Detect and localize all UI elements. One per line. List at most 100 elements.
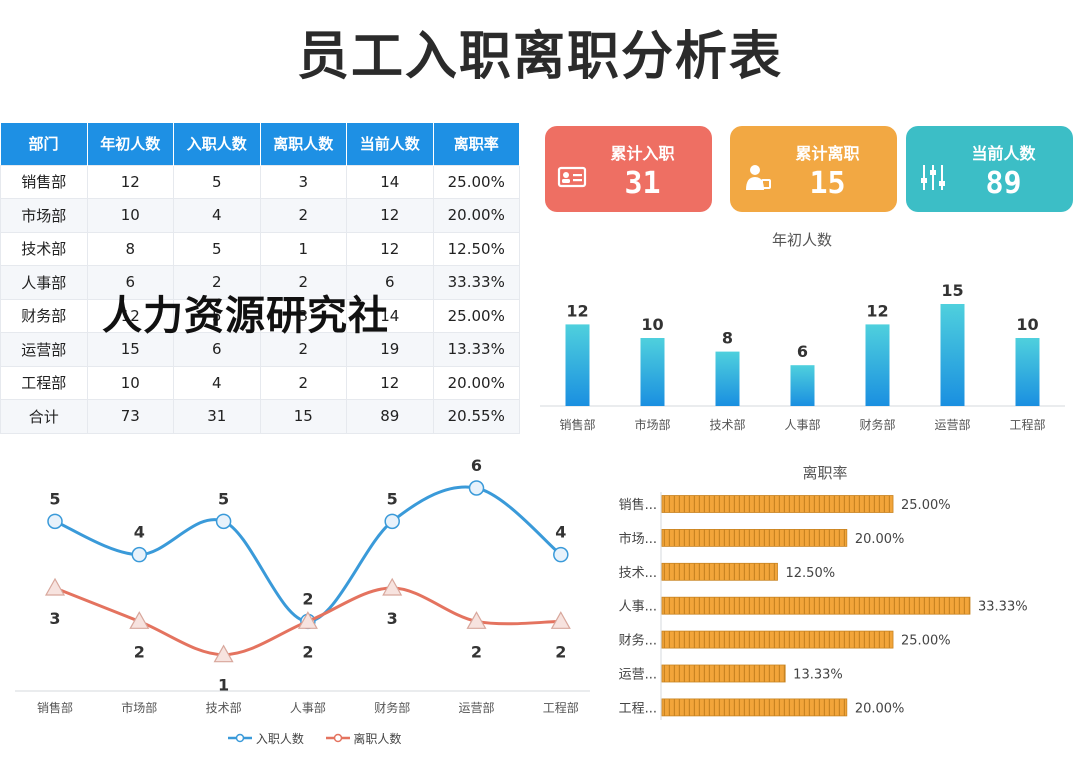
table-cell: 6: [173, 332, 261, 367]
legend-swatch-leavers: [325, 732, 350, 746]
table-cell: 73: [86, 399, 174, 434]
bar: [865, 324, 890, 406]
y-tick-label: 财务...: [619, 633, 657, 649]
kpi-card-hires: 累计入职 31: [545, 126, 712, 212]
table-header-cell: 入职人数: [173, 123, 261, 165]
x-tick-label: 销售部: [37, 700, 73, 715]
table-row: 技术部 8 5 1 12 12.50%: [0, 231, 520, 266]
bar: [1015, 338, 1040, 406]
table-cell: 2: [259, 332, 347, 367]
table-cell: 15: [86, 332, 174, 367]
table-cell: 89: [346, 399, 434, 434]
data-label: 4: [555, 523, 566, 542]
y-tick-label: 人事...: [619, 600, 657, 615]
table-header-cell: 离职率: [433, 123, 520, 165]
data-point: [550, 611, 571, 629]
id-card-icon: [557, 166, 587, 188]
data-point: [213, 644, 234, 663]
table-cell: 3: [259, 164, 347, 199]
table-cell: 12.50%: [432, 231, 520, 266]
line-chart-legend: 入职人数 离职人数: [228, 730, 401, 747]
x-tick-label: 技术部: [709, 417, 745, 432]
legend-label: 离职人数: [353, 732, 402, 746]
x-tick-label: 市场部: [634, 417, 670, 432]
legend-label: 入职人数: [255, 732, 304, 746]
table-cell: 20.55%: [432, 399, 520, 434]
bar-chart-initial-headcount: 年初人数 12 销售部 10 市场部 8 技术部 6 人事部 12 财务部 15 运营部 10 工程部: [540, 231, 1065, 432]
table-cell: 2: [259, 365, 347, 400]
data-label: 10: [641, 315, 663, 334]
table-row: 人事部 6 2 2 6 33.33%: [0, 265, 520, 300]
data-label: 3: [387, 609, 398, 628]
data-point: [382, 577, 403, 596]
table-cell: 19: [346, 332, 434, 367]
data-point: [553, 546, 569, 563]
bar: [640, 338, 665, 406]
data-label: 5: [387, 489, 398, 508]
data-label: 5: [218, 489, 229, 508]
data-label: 12: [866, 301, 888, 320]
table-cell: 12: [86, 164, 174, 199]
table-header-cell: 当前人数: [346, 123, 434, 165]
table-cell: 6: [346, 265, 434, 300]
table-cell: 20.00%: [432, 365, 520, 400]
y-tick-label: 工程...: [619, 701, 657, 716]
table-row: 运营部 15 6 2 19 13.33%: [0, 332, 520, 367]
bar: [661, 562, 778, 581]
table-header-row: 部门 年初人数 入职人数 离职人数 当前人数 离职率: [0, 123, 520, 165]
data-label: 25.00%: [901, 634, 951, 649]
x-tick-label: 销售部: [559, 417, 595, 432]
chart-title: 年初人数: [772, 231, 832, 249]
table-cell: 3: [259, 298, 347, 333]
sliders-icon: [921, 165, 945, 190]
table-header-cell: 离职人数: [260, 123, 347, 165]
bar: [565, 324, 590, 406]
table-cell: 31: [173, 399, 261, 434]
table-cell: 2: [173, 265, 261, 300]
watermark-text: 人力资源研究社: [102, 292, 389, 339]
table-cell: 4: [173, 198, 261, 233]
hbar-chart-turnover-rate: 离职率 销售... 25.00% 市场... 20.00% 技术... 12.50% 人事.…: [619, 464, 1028, 720]
dept-cell: 市场部: [0, 198, 88, 233]
data-label: 1: [218, 676, 229, 695]
x-tick-label: 运营部: [458, 700, 494, 715]
data-point: [466, 611, 487, 629]
bar: [661, 495, 894, 513]
table-cell: 13.33%: [432, 332, 520, 367]
table-cell: 14: [346, 164, 434, 199]
data-label: 15: [941, 281, 963, 300]
table-cell: 1: [259, 231, 347, 266]
table-cell: 2: [259, 198, 347, 233]
table-row: 销售部 12 5 3 14 25.00%: [0, 164, 520, 199]
page-title: 员工入职离职分析表: [296, 27, 783, 87]
kpi-label: 累计入职: [610, 144, 675, 163]
line-chart-hires-vs-leavers: 销售部 市场部 技术部 人事部 财务部 运营部 工程部 5 4 5 2 5 6 4 3 2 1 2 3 2 2: [15, 456, 590, 715]
x-tick-label: 运营部: [934, 417, 970, 432]
data-label: 12: [566, 301, 588, 320]
dept-cell: 工程部: [0, 365, 88, 400]
table-cell: 4: [173, 365, 261, 400]
table-cell: 25.00%: [432, 298, 520, 333]
bar: [940, 304, 965, 406]
y-tick-label: 技术...: [619, 566, 657, 581]
data-point: [468, 480, 485, 496]
table-cell: 33.33%: [432, 265, 520, 300]
table-cell: 12: [346, 198, 434, 233]
data-label: 2: [471, 642, 482, 661]
data-label: 12.50%: [786, 566, 836, 581]
data-label: 4: [134, 523, 145, 542]
table-cell: 12: [346, 365, 434, 400]
data-label: 13.33%: [793, 668, 843, 683]
chart-title: 离职率: [802, 464, 847, 482]
table-row: 合计 73 31 15 89 20.55%: [0, 399, 520, 434]
table-header-cell: 年初人数: [87, 123, 174, 165]
data-label: 10: [1016, 315, 1038, 334]
data-label: 2: [302, 589, 313, 608]
y-tick-label: 销售...: [619, 497, 657, 513]
data-label: 6: [471, 456, 482, 475]
data-label: 20.00%: [855, 701, 905, 716]
data-point: [47, 513, 63, 530]
bar: [715, 351, 740, 406]
kpi-label: 累计离职: [795, 144, 860, 163]
table-cell: 5: [173, 164, 261, 199]
